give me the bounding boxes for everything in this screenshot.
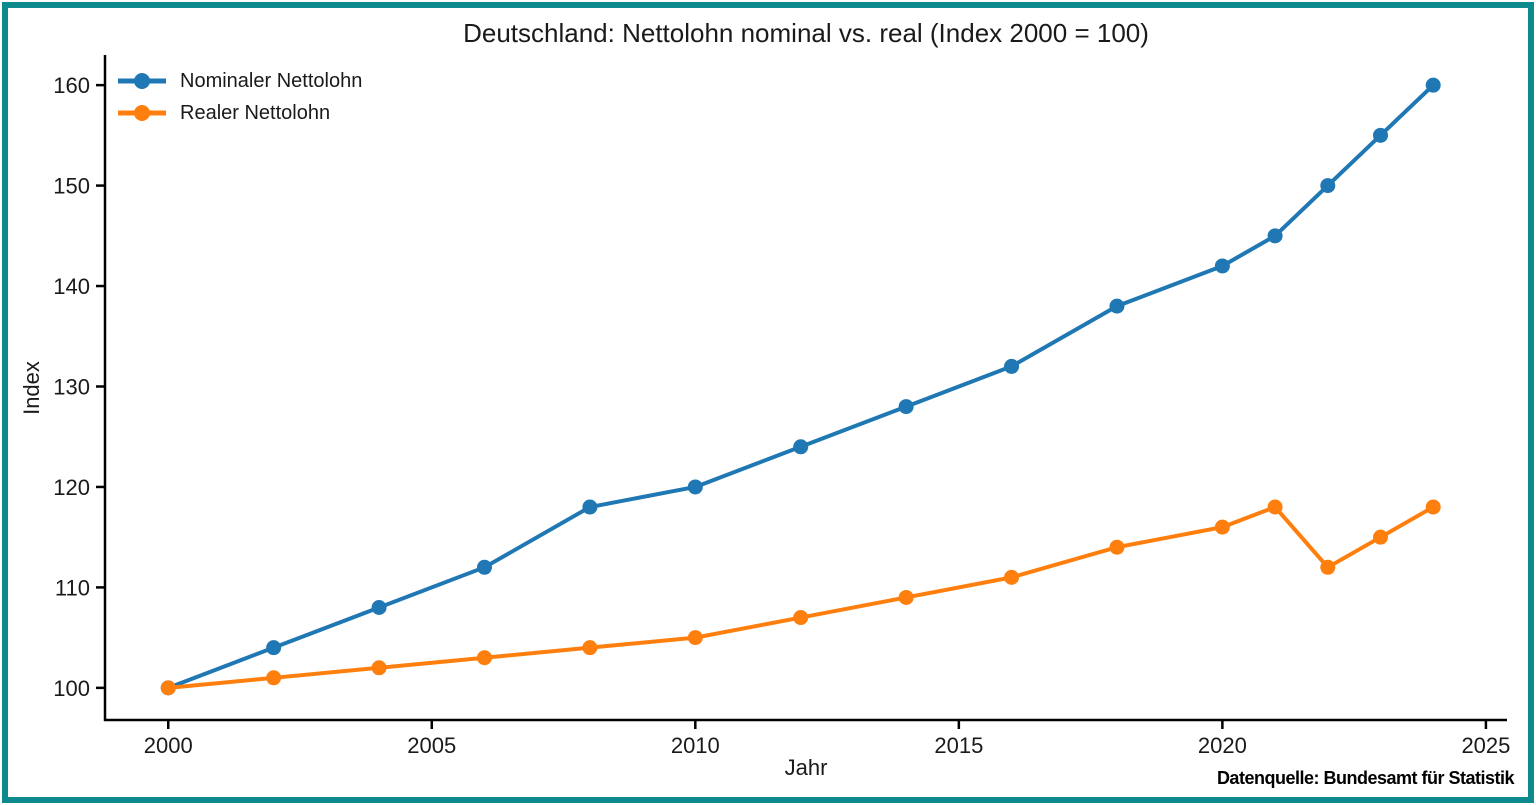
data-point-nominaler-nettolohn <box>1373 127 1389 143</box>
data-point-nominaler-nettolohn <box>1320 178 1336 194</box>
y-tick-label: 140 <box>53 274 90 299</box>
x-tick-label: 2015 <box>934 733 983 758</box>
data-point-realer-nettolohn <box>476 650 492 666</box>
data-point-nominaler-nettolohn <box>476 559 492 575</box>
data-point-nominaler-nettolohn <box>793 439 809 455</box>
data-point-realer-nettolohn <box>371 660 387 676</box>
data-point-realer-nettolohn <box>266 670 282 686</box>
x-axis-label: Jahr <box>784 755 828 780</box>
legend-item-nominaler-nettolohn: Nominaler Nettolohn <box>116 68 362 94</box>
data-point-realer-nettolohn <box>160 680 176 696</box>
data-point-realer-nettolohn <box>1373 529 1389 545</box>
legend-dot <box>134 105 150 121</box>
x-tick-label: 2020 <box>1198 733 1247 758</box>
legend-label: Nominaler Nettolohn <box>180 69 363 92</box>
y-tick-label: 160 <box>53 73 90 98</box>
legend-marker-icon <box>118 73 166 89</box>
data-point-nominaler-nettolohn <box>1425 77 1441 93</box>
data-point-realer-nettolohn <box>1109 539 1125 555</box>
legend-item-realer-nettolohn: Realer Nettolohn <box>116 100 362 126</box>
series-line-nominaler-nettolohn <box>166 83 1436 690</box>
y-tick-label: 110 <box>55 575 90 600</box>
y-tick-label: 120 <box>53 475 90 500</box>
x-tick-label: 2010 <box>671 733 720 758</box>
data-point-realer-nettolohn <box>1004 569 1020 585</box>
data-point-realer-nettolohn <box>582 640 598 656</box>
legend-dot <box>134 73 150 89</box>
data-point-nominaler-nettolohn <box>371 599 387 615</box>
y-axis-label: Index <box>19 361 44 415</box>
data-point-nominaler-nettolohn <box>582 499 598 515</box>
x-tick-label: 2005 <box>407 733 456 758</box>
data-point-realer-nettolohn <box>1214 519 1230 535</box>
data-point-realer-nettolohn <box>898 589 914 605</box>
legend-label: Realer Nettolohn <box>180 101 331 124</box>
data-point-realer-nettolohn <box>1320 559 1336 575</box>
y-tick-label: 150 <box>53 174 90 199</box>
data-point-realer-nettolohn <box>793 610 809 626</box>
series-line-realer-nettolohn <box>166 505 1436 690</box>
data-point-nominaler-nettolohn <box>687 479 703 495</box>
data-point-realer-nettolohn <box>687 630 703 646</box>
legend-marker-icon <box>118 105 166 121</box>
data-point-realer-nettolohn <box>1267 499 1283 515</box>
data-point-nominaler-nettolohn <box>266 640 282 656</box>
x-tick-label: 2000 <box>144 733 193 758</box>
legend: Nominaler Nettolohn Realer Nettolohn <box>116 68 362 126</box>
data-point-nominaler-nettolohn <box>1267 228 1283 244</box>
y-tick-label: 130 <box>53 374 90 399</box>
data-point-realer-nettolohn <box>1425 499 1441 515</box>
data-point-nominaler-nettolohn <box>1109 298 1125 314</box>
data-point-nominaler-nettolohn <box>898 399 914 415</box>
y-tick-label: 100 <box>53 676 90 701</box>
data-point-nominaler-nettolohn <box>1004 358 1020 374</box>
x-tick-label: 2025 <box>1461 733 1510 758</box>
data-point-nominaler-nettolohn <box>1214 258 1230 274</box>
source-note: Datenquelle: Bundesamt für Statistik <box>1216 768 1515 788</box>
chart-title: Deutschland: Nettolohn nominal vs. real … <box>463 18 1149 48</box>
